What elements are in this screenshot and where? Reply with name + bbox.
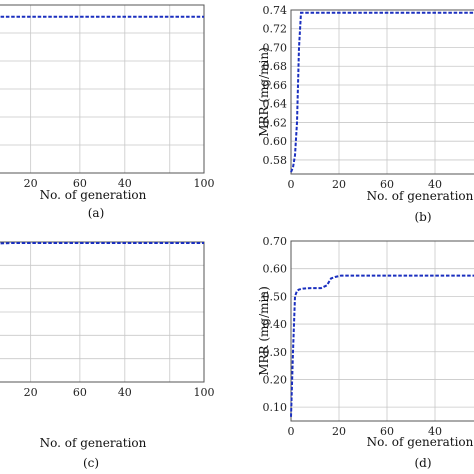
panel-b-ytick-4: 0.66 xyxy=(263,79,288,92)
panel-a-xtick-2: 40 xyxy=(118,177,132,190)
panel-c-xtick-1: 60 xyxy=(73,386,87,399)
panel-a-xtick-1: 60 xyxy=(73,177,87,190)
panel-d-ytick-0: 0.10 xyxy=(263,401,288,414)
panel-b-ytick-2: 0.62 xyxy=(263,116,288,129)
panel-d-xtick-1: 20 xyxy=(332,425,346,438)
panel-a-xtick-3: 100 xyxy=(194,177,215,190)
panel-b-xtick-2: 60 xyxy=(380,178,394,191)
panel-b-xlabel: No. of generation xyxy=(367,189,474,203)
panel-d-ytick-1: 0.20 xyxy=(263,373,288,386)
panel-c-series-line xyxy=(0,242,204,245)
panel-b-ytick-5: 0.68 xyxy=(263,60,288,73)
panel-d-ytick-2: 0.30 xyxy=(263,346,288,359)
panel-a-frame xyxy=(0,4,205,174)
panel-c-caption: (c) xyxy=(83,456,99,470)
panel-d-ytick-6: 0.70 xyxy=(263,235,288,248)
panel-b-ytick-0: 0.58 xyxy=(263,154,288,167)
panel-d-xlabel: No. of generation xyxy=(367,435,474,449)
panel-b-xtick-3: 40 xyxy=(428,178,442,191)
panel-d-frame xyxy=(290,240,474,422)
panel-d-ytick-5: 0.60 xyxy=(263,263,288,276)
panel-b-ytick-3: 0.64 xyxy=(263,98,288,111)
panel-b-xtick-1: 20 xyxy=(332,178,346,191)
panel-b-series-line xyxy=(290,11,474,173)
panel-d-ytick-4: 0.50 xyxy=(263,290,288,303)
panel-c-xlabel: No. of generation xyxy=(40,436,147,450)
panel-a-xlabel: No. of generation xyxy=(40,188,147,202)
panel-d-xtick-0: 0 xyxy=(288,425,295,438)
panel-d-series-line xyxy=(290,274,474,417)
panel-b-xtick-0: 0 xyxy=(288,178,295,191)
panel-b-ytick-1: 0.60 xyxy=(263,135,288,148)
panel-b-ytick-8: 0.74 xyxy=(263,4,288,17)
panel-c-xtick-3: 100 xyxy=(194,386,215,399)
panel-a-xtick-0: 20 xyxy=(24,177,38,190)
panel-d-caption: (d) xyxy=(414,456,431,470)
panel-b-frame xyxy=(290,9,474,175)
panel-a-caption: (a) xyxy=(88,206,105,220)
panel-b-ytick-7: 0.72 xyxy=(263,23,288,36)
panel-b-ytick-6: 0.70 xyxy=(263,41,288,54)
panel-b-caption: (b) xyxy=(414,210,431,224)
panel-d-ylabel: MRR (mg/min) xyxy=(257,286,271,376)
panel-d-xtick-2: 60 xyxy=(380,425,394,438)
panel-c-xtick-0: 20 xyxy=(24,386,38,399)
panel-b-ylabel: MRR (mg/min) xyxy=(257,47,271,137)
panel-d-xtick-3: 40 xyxy=(428,425,442,438)
panel-c-xtick-2: 40 xyxy=(118,386,132,399)
panel-d-ytick-3: 0.40 xyxy=(263,318,288,331)
